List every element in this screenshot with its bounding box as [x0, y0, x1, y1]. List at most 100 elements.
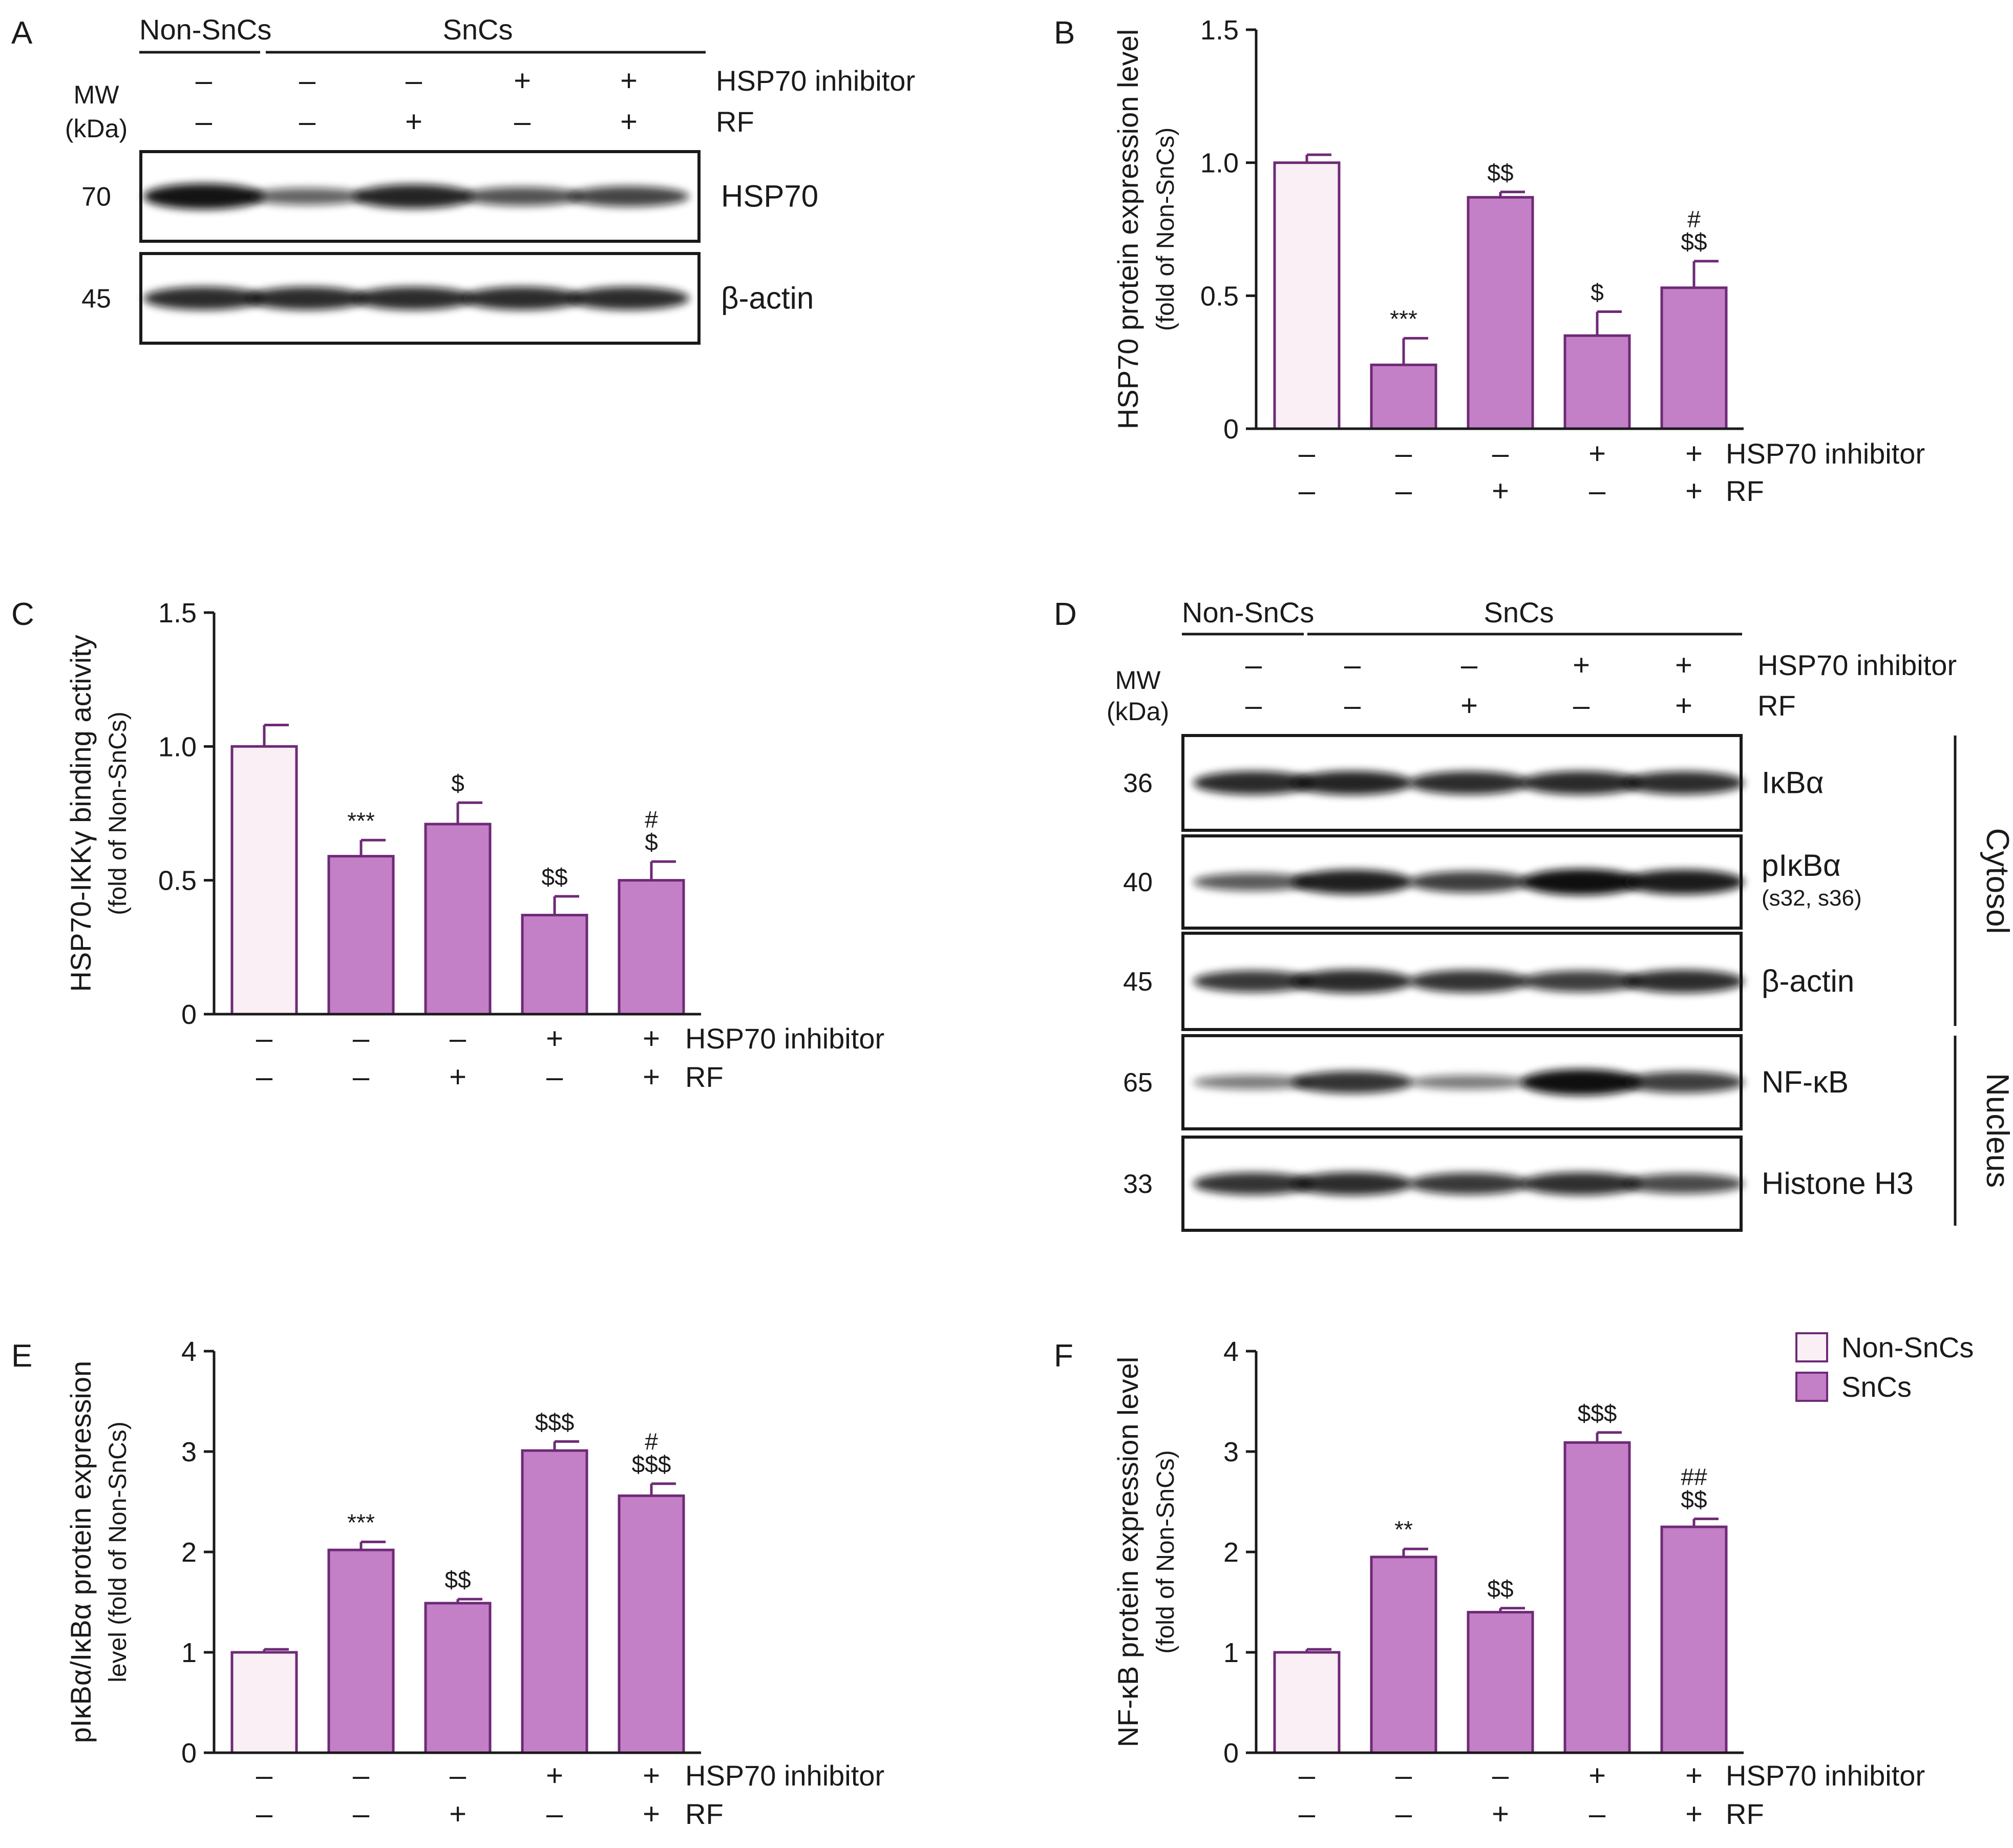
y-tick-label: 1.5 — [158, 598, 197, 628]
band--actin — [353, 286, 474, 310]
sign-rf: + — [449, 1797, 467, 1831]
bar-sncs-hsp70-inhibitor-rf — [1660, 1525, 1728, 1754]
panel-d-bands: 36 IκBα 40 pIκBα (s32, s36) 45 β-actin 65 NF-κB 3… — [1123, 734, 1914, 1232]
row-label-hsp70-inhibitor: HSP70 inhibitor — [685, 1022, 884, 1055]
band-label: Histone H3 — [1762, 1166, 1914, 1201]
band-label: NF-κB — [1762, 1065, 1849, 1099]
chart-panel-b: B00.51.01.5***$$$#$$HSP70 protein expres… — [1054, 15, 1925, 508]
panel-label-b: B — [1054, 15, 1075, 51]
group-label-non-sncs: Non-SnCs — [139, 13, 271, 46]
bar-sncs-hsp70-inhibitor — [521, 1449, 588, 1754]
band-histone-h3 — [1292, 1172, 1413, 1195]
sign-rf: – — [1395, 474, 1412, 508]
band--actin — [462, 286, 583, 310]
sign-rf: – — [1589, 1797, 1606, 1831]
cytosol-label: Cytosol — [1980, 828, 2013, 934]
bar-sncs-hsp70-inhibitor-rf — [1660, 286, 1728, 430]
bar-sncs-rf — [424, 1602, 492, 1754]
sign-hsp70-inhibitor: – — [196, 64, 213, 97]
sign-rf: – — [1395, 1797, 1412, 1831]
sign-hsp70-inhibitor: – — [256, 1759, 273, 1792]
significance-mark: # — [1687, 206, 1701, 233]
band-hsp70 — [462, 187, 583, 206]
panel-a-blot: A Non-SnCs SnCs MW (kDa) – – – + + – – + – + HSP7… — [11, 13, 915, 345]
sign-hsp70-inhibitor: – — [256, 1022, 273, 1055]
sign-rf: – — [256, 1060, 273, 1094]
y-axis-sublabel: (fold of Non-SnCs) — [1152, 128, 1179, 331]
panel-a-bands: 70 HSP70 45 β-actin — [81, 150, 818, 345]
sign-hsp70-inhibitor: + — [643, 1759, 660, 1792]
row-label-rf: RF — [716, 106, 754, 138]
sign-hsp70-inhibitor: + — [1588, 1759, 1606, 1792]
sign-rf: + — [1675, 689, 1692, 722]
mw-value: 70 — [81, 182, 111, 212]
significance-mark: $$$ — [535, 1409, 575, 1435]
sign-rf: – — [1589, 474, 1606, 508]
sign-hsp70-inhibitor: + — [514, 64, 531, 97]
band-nf-b — [1623, 1072, 1744, 1093]
y-tick-label: 0 — [1223, 414, 1239, 445]
panel-label-a: A — [11, 15, 33, 51]
row-label-rf: RF — [685, 1061, 724, 1093]
y-tick-label: 4 — [181, 1336, 197, 1367]
panel-a-sign-rows: – – – + + – – + – + — [196, 64, 638, 138]
sign-hsp70-inhibitor: + — [546, 1759, 563, 1792]
bar-non-sncs — [230, 1651, 298, 1754]
y-tick-label: 1.0 — [1200, 148, 1239, 179]
band-pi-b- — [1409, 871, 1530, 893]
panel-label-f: F — [1054, 1338, 1073, 1374]
sign-rf: + — [449, 1060, 467, 1094]
sign-rf: – — [514, 105, 531, 138]
sign-hsp70-inhibitor: – — [1492, 437, 1509, 470]
bar-sncs — [327, 855, 395, 1016]
band-i-b- — [1292, 771, 1413, 795]
sign-rf: + — [405, 105, 422, 138]
sign-hsp70-inhibitor: – — [1299, 437, 1316, 470]
sign-hsp70-inhibitor: – — [1461, 648, 1478, 682]
bar-sncs-hsp70-inhibitor-rf — [618, 879, 685, 1016]
row-label-hsp70-inhibitor: HSP70 inhibitor — [716, 65, 915, 97]
band--actin — [143, 286, 264, 310]
band-i-b- — [1409, 771, 1530, 795]
row-label-hsp70-inhibitor: HSP70 inhibitor — [1726, 1759, 1925, 1792]
sign-rf: – — [1299, 474, 1316, 508]
y-tick-label: 0 — [1223, 1738, 1239, 1769]
band-hsp70 — [143, 183, 264, 209]
y-tick-label: 4 — [1223, 1336, 1239, 1367]
sign-rf: + — [1685, 1797, 1703, 1831]
bar-non-sncs — [230, 745, 298, 1016]
bar-sncs-hsp70-inhibitor-rf — [618, 1494, 685, 1754]
legend-label-non-sncs: Non-SnCs — [1841, 1331, 1974, 1363]
mw-value: 65 — [1123, 1068, 1153, 1098]
mw-value: 36 — [1123, 769, 1153, 799]
sign-rf: + — [620, 105, 638, 138]
sign-hsp70-inhibitor: – — [450, 1022, 467, 1055]
significance-mark: *** — [347, 807, 375, 834]
legend-swatch-sncs — [1795, 1372, 1828, 1402]
sign-rf: – — [1573, 689, 1590, 722]
bar-sncs-hsp70-inhibitor — [1563, 334, 1631, 430]
y-tick-label: 2 — [1223, 1537, 1239, 1568]
sign-hsp70-inhibitor: – — [1245, 648, 1262, 682]
y-tick-label: 0 — [181, 999, 197, 1030]
nucleus-label: Nucleus — [1980, 1073, 2013, 1188]
band-hsp70 — [353, 184, 474, 208]
y-tick-label: 1 — [181, 1637, 197, 1668]
row-label-rf: RF — [685, 1798, 724, 1830]
significance-mark: $$ — [1681, 1486, 1707, 1513]
bar-sncs — [327, 1548, 395, 1754]
y-tick-label: 0 — [181, 1738, 197, 1769]
significance-mark: $$ — [541, 864, 567, 890]
band-i-b- — [1623, 771, 1744, 795]
y-axis-sublabel: level (fold of Non-SnCs) — [104, 1421, 132, 1683]
band--actin — [247, 286, 368, 310]
row-label-hsp70-inhibitor: HSP70 inhibitor — [1726, 437, 1925, 470]
group-label-sncs: SnCs — [1484, 596, 1554, 628]
bar-sncs-rf — [424, 823, 492, 1016]
significance-mark: $ — [1591, 279, 1604, 305]
bar-sncs-hsp70-inhibitor — [1563, 1441, 1631, 1754]
mw-value: 40 — [1123, 868, 1153, 897]
mw-value: 33 — [1123, 1169, 1153, 1199]
